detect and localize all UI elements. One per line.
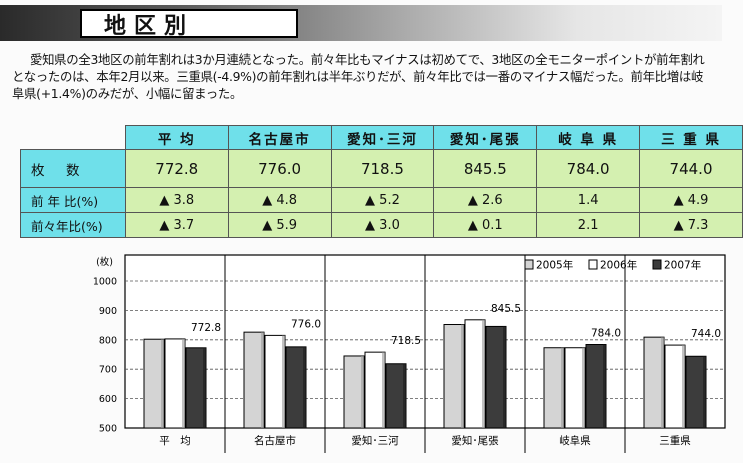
y-tick-label: 500 [99, 424, 117, 435]
header-mie: 三 重 県 [639, 125, 743, 150]
table-row-yoy: 前 年 比(%) ▲ 3.8 ▲ 4.8 ▲ 5.2 ▲ 2.6 1.4 ▲ 4… [20, 187, 743, 213]
table-cell: 1.4 [536, 187, 641, 213]
table-cell: ▲ 3.7 [124, 212, 229, 238]
bar-shade [682, 345, 685, 428]
table-cell: 845.5 [433, 149, 538, 188]
data-label: 772.8 [191, 322, 221, 334]
legend-swatch [524, 259, 534, 270]
bar-shade [482, 319, 485, 428]
table-row-2y: 前々年比(%) ▲ 3.7 ▲ 5.9 ▲ 3.0 ▲ 0.1 2.1 ▲ 7.… [20, 212, 743, 238]
bar-shade [703, 356, 706, 428]
header-heikin: 平 均 [124, 125, 229, 150]
table-cell: ▲ 0.1 [433, 212, 538, 238]
data-label: 744.0 [691, 328, 721, 340]
legend-swatch [652, 259, 662, 270]
table-cell: ▲ 5.9 [227, 212, 332, 238]
data-label: 718.5 [391, 335, 421, 347]
data-label: 845.5 [491, 303, 521, 315]
bar-shade [161, 339, 164, 428]
data-label: 776.0 [291, 318, 321, 330]
table-cell: ▲ 7.3 [639, 212, 743, 238]
table-cell: 772.8 [124, 149, 229, 188]
table-cell: 784.0 [536, 149, 641, 188]
row-label-2y: 前々年比(%) [20, 212, 126, 238]
table-cell: 718.5 [330, 149, 435, 188]
table-cell: ▲ 5.2 [330, 187, 435, 213]
table-cell: ▲ 4.9 [639, 187, 743, 213]
bar-shade [361, 355, 364, 428]
bar-shade [203, 347, 206, 428]
header-mikawa: 愛知･三河 [330, 125, 435, 150]
x-category-label: 愛知･三河 [351, 434, 399, 447]
table-cell: ▲ 3.0 [330, 212, 435, 238]
bar-shade [282, 335, 285, 428]
x-category-label: 愛知･尾張 [451, 434, 499, 447]
row-label-count: 枚 数 [20, 149, 126, 188]
legend-swatch [588, 259, 598, 270]
bar-shade [461, 324, 464, 428]
table-cell: ▲ 2.6 [433, 187, 538, 213]
legend-label: 2007年 [664, 259, 701, 272]
table-cell: 2.1 [536, 212, 641, 238]
x-category-label: 岐阜県 [559, 434, 591, 447]
data-label: 784.0 [591, 328, 621, 340]
bar-shade [661, 337, 664, 428]
table-header-row: 平 均 名古屋市 愛知･三河 愛知･尾張 岐 阜 県 三 重 県 [20, 125, 743, 150]
bar-shade [582, 347, 585, 428]
x-category-label: 平 均 [159, 435, 191, 447]
bar-shade [603, 344, 606, 428]
x-category-label: 名古屋市 [254, 434, 296, 447]
table-corner [20, 125, 126, 150]
legend-label: 2005年 [536, 259, 573, 272]
bar-shade [261, 332, 264, 428]
y-tick-label: 900 [99, 306, 117, 317]
bar-shade [182, 338, 185, 428]
header-nagoya: 名古屋市 [227, 125, 332, 150]
y-unit-label: (枚) [96, 256, 113, 268]
bar-shade [503, 326, 506, 428]
y-tick-label: 600 [99, 394, 117, 405]
table-row-count: 枚 数 772.8 776.0 718.5 845.5 784.0 744.0 [20, 149, 743, 188]
table-cell: ▲ 3.8 [124, 187, 229, 213]
bar-shade [303, 346, 306, 428]
x-category-label: 三重県 [659, 434, 691, 447]
header-owari: 愛知･尾張 [433, 125, 538, 150]
y-tick-label: 800 [99, 335, 117, 346]
table-cell: 744.0 [639, 149, 743, 188]
page-title: 地区別 [80, 9, 298, 39]
stats-table: 平 均 名古屋市 愛知･三河 愛知･尾張 岐 阜 県 三 重 県 枚 数 772… [20, 125, 743, 238]
bar-shade [382, 352, 385, 428]
y-tick-label: 1000 [93, 277, 117, 288]
legend-label: 2006年 [600, 259, 637, 272]
row-label-yoy: 前 年 比(%) [20, 187, 126, 213]
bar-shade [561, 347, 564, 428]
table-cell: ▲ 4.8 [227, 187, 332, 213]
bar-shade [403, 363, 406, 428]
summary-text: 愛知県の全3地区の前年割れは3か月連続となった。前々年比もマイナスは初めてで、3… [12, 52, 705, 101]
bar-chart: 500 600 700 800 900 1000 (枚) 平 均 772.8 名古屋市 776.0 愛… [93, 254, 726, 453]
table-cell: 776.0 [227, 149, 332, 188]
y-tick-label: 700 [99, 365, 117, 376]
header-gifu: 岐 阜 県 [536, 125, 641, 150]
